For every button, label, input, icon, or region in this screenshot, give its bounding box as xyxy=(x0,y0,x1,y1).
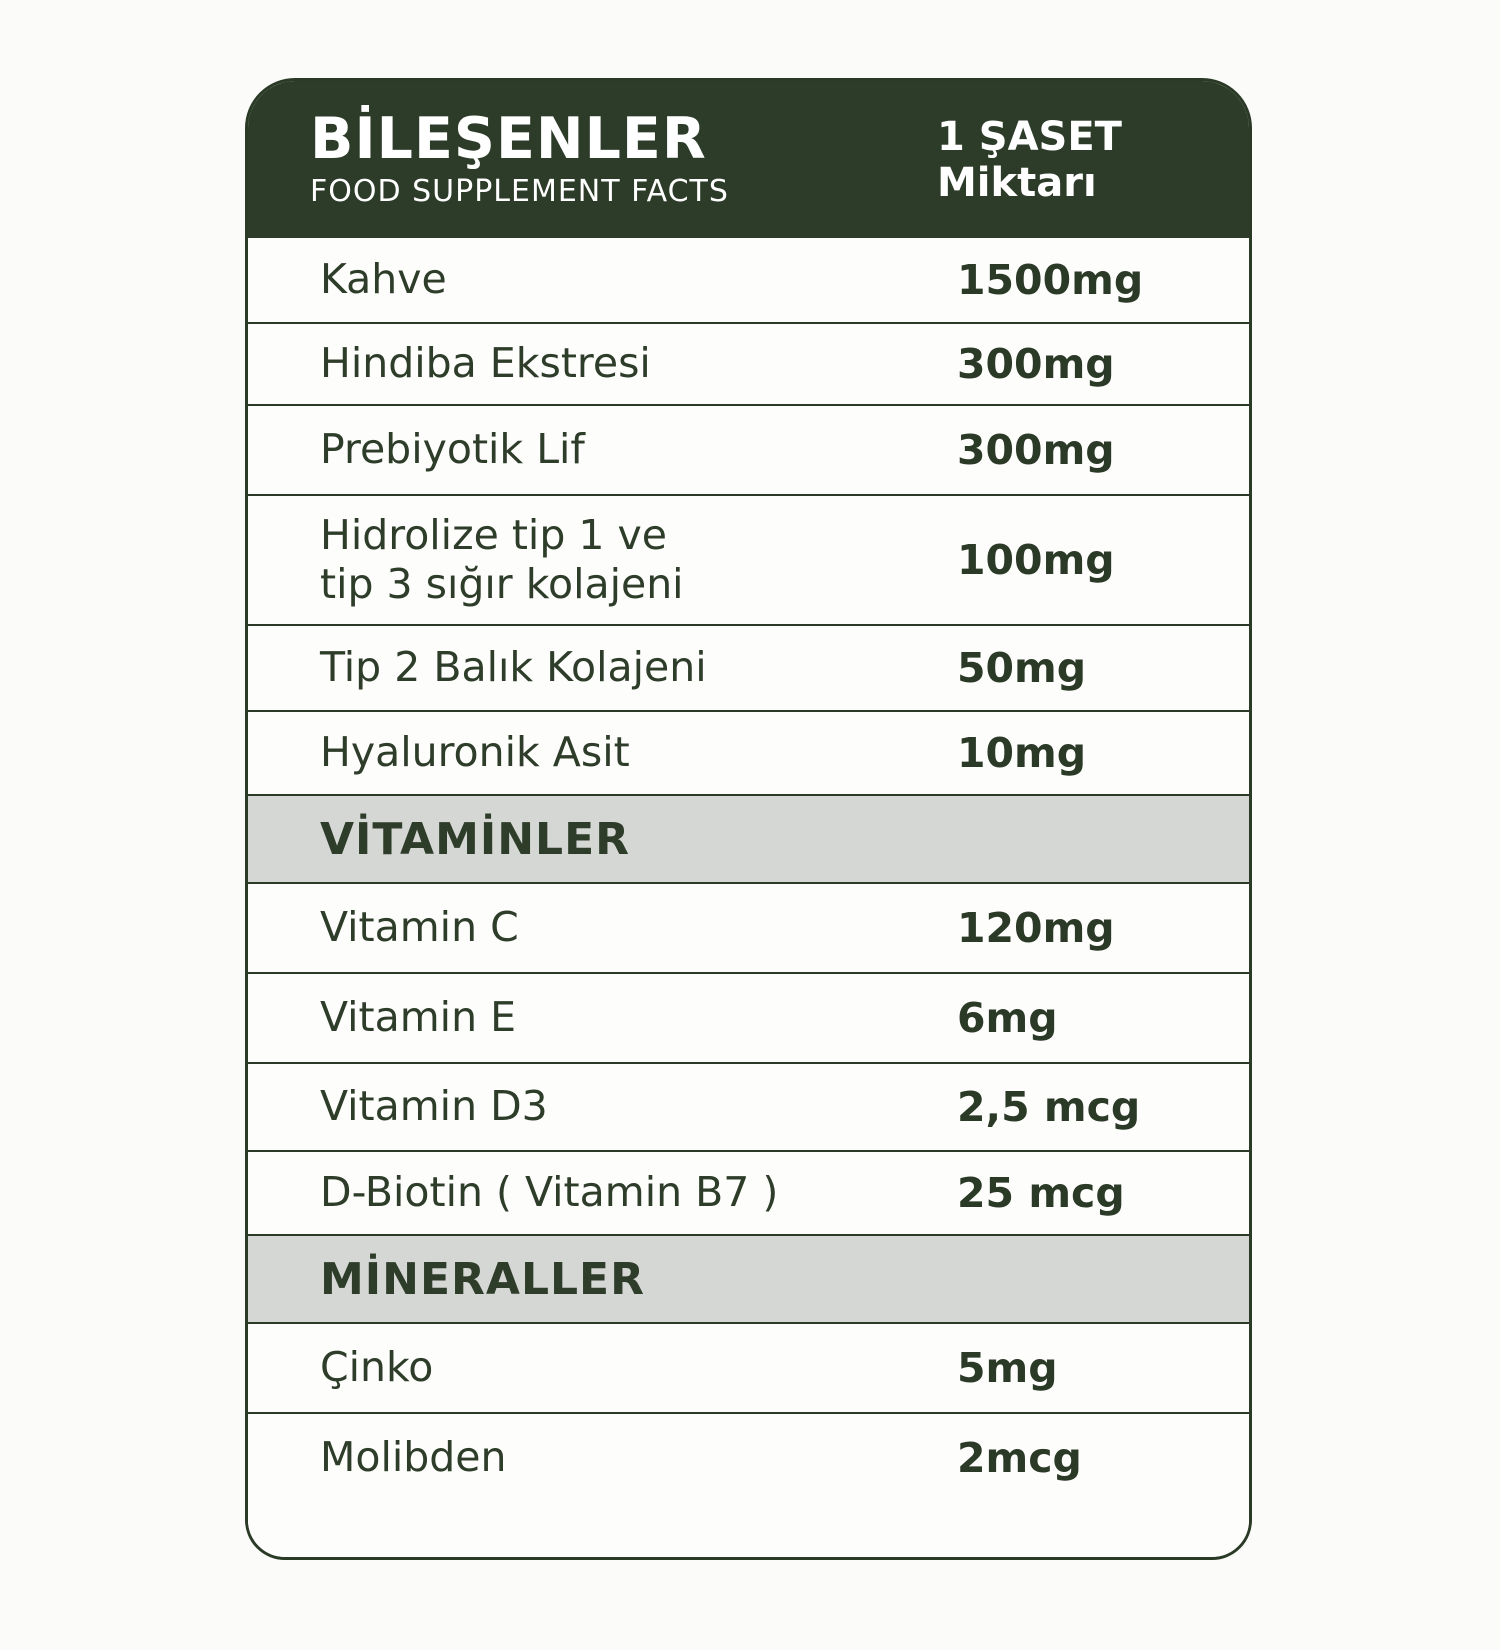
section-header-minerals: MİNERALLER xyxy=(248,1236,1249,1324)
ingredient-amount: 300mg xyxy=(957,426,1115,474)
ingredient-amount: 2,5 mcg xyxy=(957,1083,1141,1131)
section-header-label: MİNERALLER xyxy=(320,1253,645,1305)
ingredient-label: Tip 2 Balık Kolajeni xyxy=(320,643,707,692)
ingredient-label: Vitamin C xyxy=(320,903,519,952)
panel-header: BİLEŞENLER FOOD SUPPLEMENT FACTS 1 ŞASET… xyxy=(248,81,1249,238)
panel-bottom-spacer xyxy=(248,1502,1249,1557)
panel-subtitle: FOOD SUPPLEMENT FACTS xyxy=(310,173,729,209)
ingredient-amount: 100mg xyxy=(957,536,1115,584)
ingredient-label: Kahve xyxy=(320,255,447,304)
ingredient-amount: 5mg xyxy=(957,1344,1058,1392)
ingredient-amount: 120mg xyxy=(957,904,1115,952)
ingredient-row: Molibden 2mcg xyxy=(248,1414,1249,1502)
ingredient-row: Vitamin D3 2,5 mcg xyxy=(248,1064,1249,1152)
ingredient-amount: 1500mg xyxy=(957,256,1144,304)
ingredient-row: Vitamin C 120mg xyxy=(248,884,1249,974)
ingredient-amount: 25 mcg xyxy=(957,1169,1125,1217)
ingredient-label: Çinko xyxy=(320,1343,434,1392)
section-header-label: VİTAMİNLER xyxy=(320,813,631,865)
ingredient-label: Hindiba Ekstresi xyxy=(320,339,651,388)
ingredient-label: Molibden xyxy=(320,1433,507,1482)
ingredient-amount: 6mg xyxy=(957,994,1058,1042)
ingredient-row: Hyaluronik Asit 10mg xyxy=(248,712,1249,796)
amount-column-header-line2: Miktarı xyxy=(937,159,1097,206)
amount-column-header: 1 ŞASET Miktarı xyxy=(937,114,1249,206)
ingredient-label-line2: tip 3 sığır kolajeni xyxy=(320,560,684,608)
ingredient-amount: 300mg xyxy=(957,340,1115,388)
ingredient-row: Hidrolize tip 1 ve tip 3 sığır kolajeni … xyxy=(248,496,1249,626)
ingredient-label: Prebiyotik Lif xyxy=(320,425,585,474)
amount-column-header-line1: 1 ŞASET xyxy=(937,113,1122,160)
ingredient-amount: 50mg xyxy=(957,644,1087,692)
ingredient-row: Prebiyotik Lif 300mg xyxy=(248,406,1249,496)
supplement-facts-panel: BİLEŞENLER FOOD SUPPLEMENT FACTS 1 ŞASET… xyxy=(245,78,1252,1560)
ingredient-label-line1: Hidrolize tip 1 ve xyxy=(320,510,667,559)
ingredient-row: Vitamin E 6mg xyxy=(248,974,1249,1064)
ingredient-row: Hindiba Ekstresi 300mg xyxy=(248,324,1249,406)
panel-title: BİLEŞENLER xyxy=(310,106,707,173)
ingredient-label: D-Biotin ( Vitamin B7 ) xyxy=(320,1168,779,1217)
ingredient-row: Tip 2 Balık Kolajeni 50mg xyxy=(248,626,1249,712)
ingredient-row: Kahve 1500mg xyxy=(248,238,1249,324)
ingredient-label: Hidrolize tip 1 ve tip 3 sığır kolajeni xyxy=(248,511,957,609)
ingredient-row: Çinko 5mg xyxy=(248,1324,1249,1414)
ingredient-amount: 2mcg xyxy=(957,1434,1082,1482)
ingredient-amount: 10mg xyxy=(957,729,1087,777)
ingredient-row: D-Biotin ( Vitamin B7 ) 25 mcg xyxy=(248,1152,1249,1236)
ingredient-label: Vitamin D3 xyxy=(320,1082,548,1131)
ingredient-label: Vitamin E xyxy=(320,993,516,1042)
ingredient-label: Hyaluronik Asit xyxy=(320,728,630,777)
section-header-vitamins: VİTAMİNLER xyxy=(248,796,1249,884)
panel-header-titles: BİLEŞENLER FOOD SUPPLEMENT FACTS xyxy=(248,106,937,209)
